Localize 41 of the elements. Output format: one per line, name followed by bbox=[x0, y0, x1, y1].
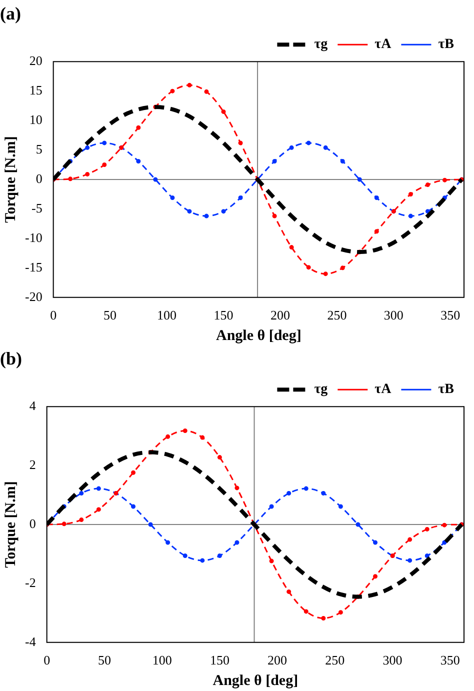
legend-label: τA bbox=[374, 37, 392, 52]
chart-title: (b) bbox=[0, 348, 22, 368]
y-tick-label: 15 bbox=[29, 82, 42, 98]
y-tick-label: 4 bbox=[29, 398, 36, 414]
legend-label: τB bbox=[438, 382, 454, 398]
x-tick-label: 100 bbox=[152, 652, 172, 668]
y-tick-label: -4 bbox=[24, 634, 36, 649]
legend-label: τA bbox=[374, 382, 392, 398]
y-tick-label: 5 bbox=[36, 141, 42, 156]
y-tick-label: -15 bbox=[24, 259, 42, 274]
y-tick-label: 10 bbox=[29, 112, 42, 127]
x-tick-label: 250 bbox=[327, 308, 347, 323]
x-tick-label: 100 bbox=[157, 308, 177, 323]
x-tick-label: 200 bbox=[268, 652, 288, 668]
x-tick-label: 350 bbox=[440, 308, 460, 323]
y-tick-label: -2 bbox=[24, 574, 36, 590]
x-tick-label: 300 bbox=[382, 652, 402, 668]
legend-label: τB bbox=[438, 37, 454, 52]
x-axis-title: Angle θ [deg] bbox=[216, 328, 302, 344]
x-tick-label: 150 bbox=[214, 308, 234, 323]
y-axis-title: Torque [N.m] bbox=[2, 481, 19, 568]
x-tick-label: 350 bbox=[440, 652, 460, 668]
x-tick-label: 250 bbox=[325, 652, 345, 668]
x-tick-label: 200 bbox=[270, 308, 290, 323]
legend-label: τg bbox=[314, 382, 328, 398]
y-tick-label: -20 bbox=[24, 288, 42, 304]
y-tick-label: 20 bbox=[29, 53, 42, 68]
y-tick-label: -10 bbox=[24, 230, 42, 245]
y-axis-title: Torque [N.m] bbox=[2, 136, 19, 223]
x-tick-label: 0 bbox=[50, 308, 57, 323]
y-tick-label: 2 bbox=[29, 456, 36, 472]
x-tick-label: 50 bbox=[98, 652, 111, 668]
legend-label: τg bbox=[314, 37, 328, 52]
x-tick-label: 50 bbox=[104, 308, 117, 323]
x-tick-label: 150 bbox=[210, 652, 230, 668]
y-tick-label: 0 bbox=[29, 516, 36, 531]
y-tick-label: 0 bbox=[36, 170, 42, 186]
chart-title: (a) bbox=[0, 3, 21, 24]
x-tick-label: 300 bbox=[384, 308, 404, 323]
y-tick-label: -5 bbox=[31, 200, 42, 216]
x-axis-title: Angle θ [deg] bbox=[212, 672, 298, 689]
